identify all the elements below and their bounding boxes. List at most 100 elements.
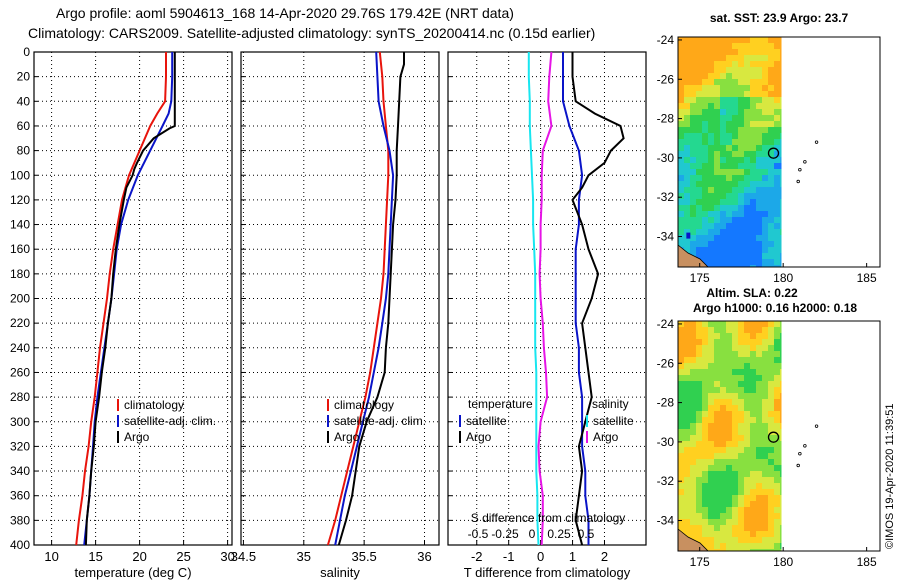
- map-cell: [684, 519, 690, 525]
- map-cell: [732, 501, 738, 507]
- map-cell: [750, 265, 756, 267]
- map-cell: [684, 217, 690, 223]
- map-cell: [750, 103, 756, 109]
- map-cell: [720, 133, 726, 139]
- map-cell: [708, 435, 714, 441]
- map-cell: [702, 351, 708, 357]
- map-cell: [768, 543, 774, 549]
- map-cell: [684, 121, 690, 127]
- map-cell: [780, 483, 782, 489]
- map-cell: [732, 357, 738, 363]
- map-cell: [750, 375, 756, 381]
- map-cell: [720, 345, 726, 351]
- map-cell: [720, 151, 726, 157]
- map-cell: [696, 97, 702, 103]
- map-cell: [720, 55, 726, 61]
- map-cell: [738, 441, 744, 447]
- map-cell: [702, 55, 708, 61]
- map-cell: [702, 525, 708, 531]
- map-cell: [708, 525, 714, 531]
- map-cell: [756, 345, 762, 351]
- map-cell: [762, 193, 768, 199]
- map-cell: [768, 229, 774, 235]
- map-cell: [684, 205, 690, 211]
- map-cell: [726, 151, 732, 157]
- series-line-temperature-argo: [571, 52, 625, 546]
- map-cell: [684, 429, 690, 435]
- map-cell: [750, 537, 756, 543]
- map-cell: [774, 399, 780, 405]
- map-cell: [708, 217, 714, 223]
- map-cell: [762, 387, 768, 393]
- map-cell: [678, 465, 684, 471]
- map-cell: [708, 145, 714, 151]
- map-cell: [738, 399, 744, 405]
- map-cell: [750, 483, 756, 489]
- map-cell: [750, 229, 756, 235]
- map-cell: [726, 223, 732, 229]
- map-cell: [756, 229, 762, 235]
- map-cell: [738, 127, 744, 133]
- map-cell: [768, 187, 774, 193]
- map-cell: [714, 411, 720, 417]
- map-cell: [726, 531, 732, 537]
- map-cell: [684, 199, 690, 205]
- map-cell: [702, 145, 708, 151]
- map-cell: [732, 127, 738, 133]
- map-cell: [774, 471, 780, 477]
- map-cell: [684, 459, 690, 465]
- map-cell: [702, 175, 708, 181]
- map-cell: [696, 235, 702, 241]
- map-cell: [756, 259, 762, 265]
- map-cell: [708, 393, 714, 399]
- map-cell: [696, 37, 702, 43]
- map-cell: [738, 357, 744, 363]
- map-cell: [768, 157, 774, 163]
- map-cell: [720, 537, 726, 543]
- map-cell: [720, 459, 726, 465]
- map-cell: [708, 399, 714, 405]
- map-cell: [762, 199, 768, 205]
- map-cell: [696, 61, 702, 67]
- map-cell: [744, 133, 750, 139]
- map-cell: [744, 339, 750, 345]
- map-cell: [756, 163, 762, 169]
- map-cell: [756, 501, 762, 507]
- map-cell: [708, 423, 714, 429]
- map-cell: [714, 501, 720, 507]
- map-cell: [732, 157, 738, 163]
- map-cell: [690, 151, 696, 157]
- map-cell: [708, 259, 714, 265]
- map-cell: [696, 223, 702, 229]
- map-cell: [708, 37, 714, 43]
- map-cell: [726, 351, 732, 357]
- map-cell: [744, 417, 750, 423]
- map-cell: [714, 163, 720, 169]
- map-cell: [702, 471, 708, 477]
- map-cell: [696, 103, 702, 109]
- map-cell: [708, 121, 714, 127]
- map-cell: [684, 37, 690, 43]
- series-line-climatology: [75, 52, 167, 546]
- map-cell: [738, 447, 744, 453]
- map-cell: [768, 321, 774, 327]
- map-cell: [768, 73, 774, 79]
- map-y-tick-label: -26: [657, 72, 675, 86]
- map-cell: [780, 169, 782, 175]
- map-cell: [774, 507, 780, 513]
- map-cell: [714, 181, 720, 187]
- map-cell: [714, 435, 720, 441]
- map-cell: [750, 121, 756, 127]
- map-cell: [690, 79, 696, 85]
- map-cell: [780, 351, 782, 357]
- map-cell: [708, 549, 714, 551]
- map-cell: [732, 417, 738, 423]
- map-cell: [720, 157, 726, 163]
- map-y-tick-label: -32: [657, 474, 675, 488]
- map-cell: [780, 465, 782, 471]
- map-cell: [762, 97, 768, 103]
- map-cell: [720, 79, 726, 85]
- map-cell: [678, 447, 684, 453]
- map-cell: [720, 495, 726, 501]
- map-cell: [744, 363, 750, 369]
